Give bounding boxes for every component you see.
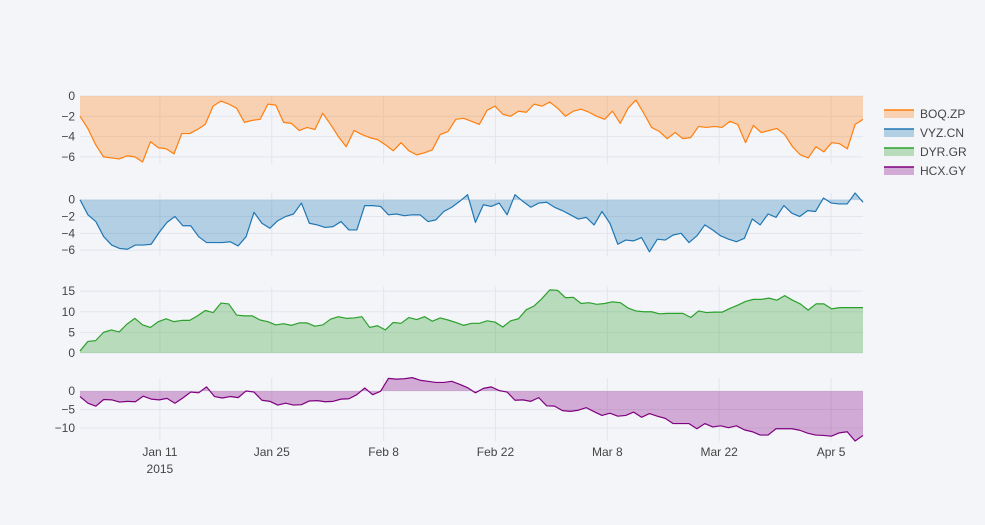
x-tick-label: Jan 25 <box>254 445 290 459</box>
y-tick-label: 5 <box>68 325 75 339</box>
y-tick-label: −2 <box>61 210 75 224</box>
x-tick-label: Mar 22 <box>701 445 739 459</box>
legend[interactable]: BOQ.ZP VYZ.CN DYR.GR HCX.GY <box>884 107 967 178</box>
legend-item-BOQ.ZP[interactable]: BOQ.ZP <box>884 107 965 121</box>
series-line-VYZ.CN[interactable] <box>79 192 864 253</box>
x-tick-label: Mar 8 <box>592 445 623 459</box>
y-tick-label: 15 <box>62 284 76 298</box>
legend-swatch <box>884 110 914 118</box>
y-tick-label: 0 <box>68 384 75 398</box>
legend-item-HCX.GY[interactable]: HCX.GY <box>884 164 966 178</box>
chart-panels: 0 −2 −4 −6 0 −2 −4 −6 0 5 10 15 0 −5 −10 <box>55 89 864 442</box>
y-tick-label: −6 <box>61 243 75 257</box>
x-tick-label: Apr 5 <box>817 445 846 459</box>
series-line-HCX.GY[interactable] <box>79 377 864 442</box>
panel-vyz-cn: 0 −2 −4 −6 <box>61 192 864 257</box>
y-tick-label: 0 <box>68 346 75 360</box>
legend-label: HCX.GY <box>920 164 966 178</box>
y-tick-label: −6 <box>61 150 75 164</box>
legend-swatch <box>884 148 914 156</box>
series-area-VYZ.CN <box>80 193 863 252</box>
series-area-DYR.GR <box>80 289 863 353</box>
y-tick-label: −5 <box>61 403 75 417</box>
y-tick-label: −10 <box>55 421 76 435</box>
x-tick-label: Feb 8 <box>368 445 399 459</box>
series-line-DYR.GR[interactable] <box>79 289 863 352</box>
y-tick-label: 0 <box>68 193 75 207</box>
legend-label: DYR.GR <box>920 145 967 159</box>
legend-item-VYZ.CN[interactable]: VYZ.CN <box>884 126 964 140</box>
legend-label: VYZ.CN <box>920 126 964 140</box>
panel-boq-zp: 0 −2 −4 −6 <box>61 89 864 164</box>
series-line-BOQ.ZP[interactable] <box>79 99 864 163</box>
y-tick-label: −2 <box>61 109 75 123</box>
series-area-BOQ.ZP <box>80 96 863 162</box>
y-tick-label: −4 <box>61 130 75 144</box>
y-tick-label: −4 <box>61 226 75 240</box>
panel-dyr-gr: 0 5 10 15 <box>62 284 863 360</box>
legend-label: BOQ.ZP <box>920 107 965 121</box>
series-area-HCX.GY <box>80 377 863 441</box>
legend-item-DYR.GR[interactable]: DYR.GR <box>884 145 967 159</box>
legend-swatch <box>884 167 914 175</box>
x-tick-sublabel: 2015 <box>147 462 174 476</box>
y-tick-label: 10 <box>62 305 76 319</box>
panel-hcx-gy: 0 −5 −10 <box>55 377 864 442</box>
x-axis: Jan 11 2015 Jan 25 Feb 8 Feb 22 Mar 8 Mar 22 Ap… <box>142 445 845 476</box>
y-tick-label: 0 <box>68 89 75 103</box>
x-tick-label: Jan 11 <box>142 445 177 459</box>
legend-swatch <box>884 129 914 137</box>
x-tick-label: Feb 22 <box>477 445 515 459</box>
